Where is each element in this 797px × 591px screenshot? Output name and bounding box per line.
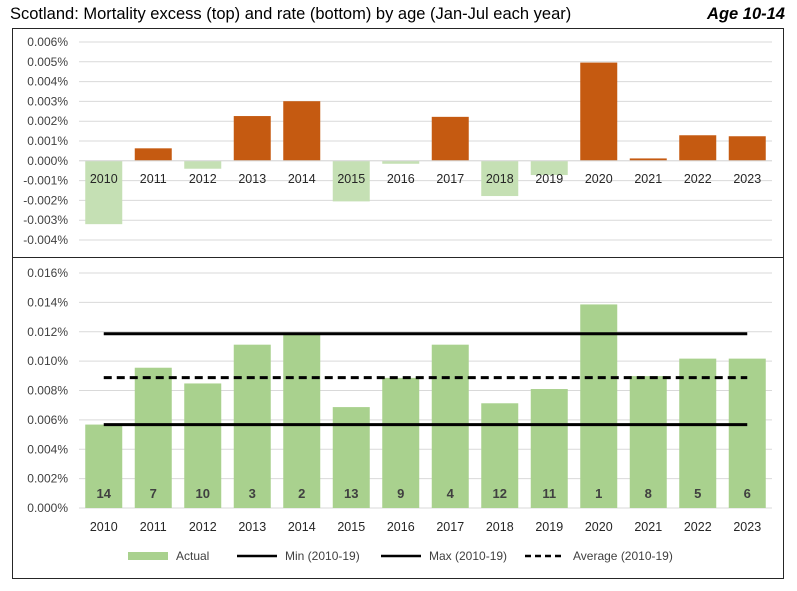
actual-bar	[85, 424, 123, 508]
top-x-category-label: 2011	[140, 172, 167, 186]
top-y-tick-label: 0.003%	[27, 94, 68, 108]
rank-label: 9	[397, 486, 404, 501]
legend-label: Average (2010-19)	[573, 549, 673, 563]
top-y-tick-label: -0.002%	[23, 193, 68, 207]
bottom-x-category-label: 2023	[733, 520, 761, 534]
bottom-x-category-label: 2021	[634, 520, 662, 534]
top-y-tick-label: -0.004%	[23, 233, 68, 247]
top-y-tick-label: 0.004%	[27, 75, 68, 89]
rank-label: 12	[493, 486, 507, 501]
top-x-category-label: 2016	[387, 172, 415, 186]
excess-bar	[184, 160, 222, 169]
top-x-category-label: 2021	[634, 172, 662, 186]
rank-label: 10	[196, 486, 210, 501]
excess-bar	[332, 160, 370, 202]
legend-label: Actual	[176, 549, 209, 563]
top-x-category-label: 2013	[238, 172, 266, 186]
bottom-x-category-label: 2019	[535, 520, 563, 534]
bottom-x-category-label: 2022	[684, 520, 712, 534]
rank-label: 1	[595, 486, 602, 501]
bottom-x-category-label: 2014	[288, 520, 316, 534]
rank-label: 13	[344, 486, 358, 501]
top-x-category-label: 2023	[733, 172, 761, 186]
actual-bar	[679, 358, 717, 508]
bottom-y-tick-label: 0.008%	[27, 384, 68, 398]
bottom-x-category-label: 2010	[90, 520, 118, 534]
rank-label: 7	[150, 486, 157, 501]
top-x-category-label: 2015	[337, 172, 365, 186]
actual-bar	[184, 383, 222, 508]
top-x-category-label: 2010	[90, 172, 118, 186]
bottom-y-tick-label: 0.016%	[27, 266, 68, 280]
excess-bar	[679, 135, 717, 161]
top-x-category-label: 2012	[189, 172, 217, 186]
actual-bar	[134, 367, 172, 508]
excess-bar	[431, 116, 469, 161]
rank-label: 6	[744, 486, 751, 501]
bottom-y-tick-label: 0.000%	[27, 501, 68, 515]
top-x-category-label: 2022	[684, 172, 712, 186]
bottom-x-category-label: 2011	[140, 520, 167, 534]
rank-label: 3	[249, 486, 256, 501]
chart-frame	[12, 28, 784, 579]
excess-bar	[629, 158, 667, 161]
bottom-y-tick-label: 0.004%	[27, 442, 68, 456]
top-y-tick-label: 0.000%	[27, 154, 68, 168]
panel-divider	[12, 257, 784, 258]
bottom-y-tick-label: 0.002%	[27, 472, 68, 486]
age-group-label: Age 10-14	[707, 5, 785, 23]
top-y-tick-label: 0.002%	[27, 114, 68, 128]
excess-bar	[134, 148, 172, 161]
bottom-y-tick-label: 0.010%	[27, 354, 68, 368]
excess-bar	[580, 62, 618, 161]
actual-bar	[283, 333, 321, 508]
rank-label: 8	[645, 486, 652, 501]
excess-bar	[382, 160, 420, 164]
bottom-x-category-label: 2018	[486, 520, 514, 534]
top-y-tick-label: 0.005%	[27, 55, 68, 69]
actual-bar	[530, 389, 568, 508]
actual-bar	[431, 344, 469, 508]
top-x-category-label: 2014	[288, 172, 316, 186]
chart-title: Scotland: Mortality excess (top) and rat…	[10, 5, 572, 23]
bottom-x-category-label: 2012	[189, 520, 217, 534]
top-x-category-label: 2018	[486, 172, 514, 186]
legend-swatch-actual	[128, 552, 168, 560]
excess-bar	[85, 160, 123, 225]
top-x-category-label: 2017	[436, 172, 464, 186]
bottom-x-category-label: 2020	[585, 520, 613, 534]
excess-bar	[283, 101, 321, 161]
bottom-y-tick-label: 0.014%	[27, 295, 68, 309]
top-x-category-label: 2020	[585, 172, 613, 186]
legend-label: Min (2010-19)	[285, 549, 360, 563]
rank-label: 2	[298, 486, 305, 501]
excess-bar	[233, 116, 271, 161]
top-y-tick-label: 0.006%	[27, 35, 68, 49]
rank-label: 11	[542, 486, 556, 501]
top-x-category-label: 2019	[535, 172, 563, 186]
actual-bar	[481, 403, 519, 508]
actual-bar	[580, 304, 618, 508]
actual-bar	[629, 376, 667, 508]
excess-bar	[481, 160, 519, 197]
bottom-x-category-label: 2013	[238, 520, 266, 534]
rank-label: 4	[447, 486, 455, 501]
top-y-tick-label: 0.001%	[27, 134, 68, 148]
bottom-x-category-label: 2016	[387, 520, 415, 534]
excess-bar	[530, 160, 568, 176]
actual-bar	[233, 344, 271, 508]
legend-label: Max (2010-19)	[429, 549, 507, 563]
top-y-tick-label: -0.001%	[23, 174, 68, 188]
bottom-y-tick-label: 0.006%	[27, 413, 68, 427]
actual-bar	[728, 358, 766, 508]
bottom-y-tick-label: 0.012%	[27, 325, 68, 339]
bottom-x-category-label: 2017	[436, 520, 464, 534]
bottom-x-category-label: 2015	[337, 520, 365, 534]
actual-bar	[382, 377, 420, 508]
excess-bar	[728, 136, 766, 161]
rank-label: 5	[694, 486, 701, 501]
rank-label: 14	[97, 486, 112, 501]
top-y-tick-label: -0.003%	[23, 213, 68, 227]
